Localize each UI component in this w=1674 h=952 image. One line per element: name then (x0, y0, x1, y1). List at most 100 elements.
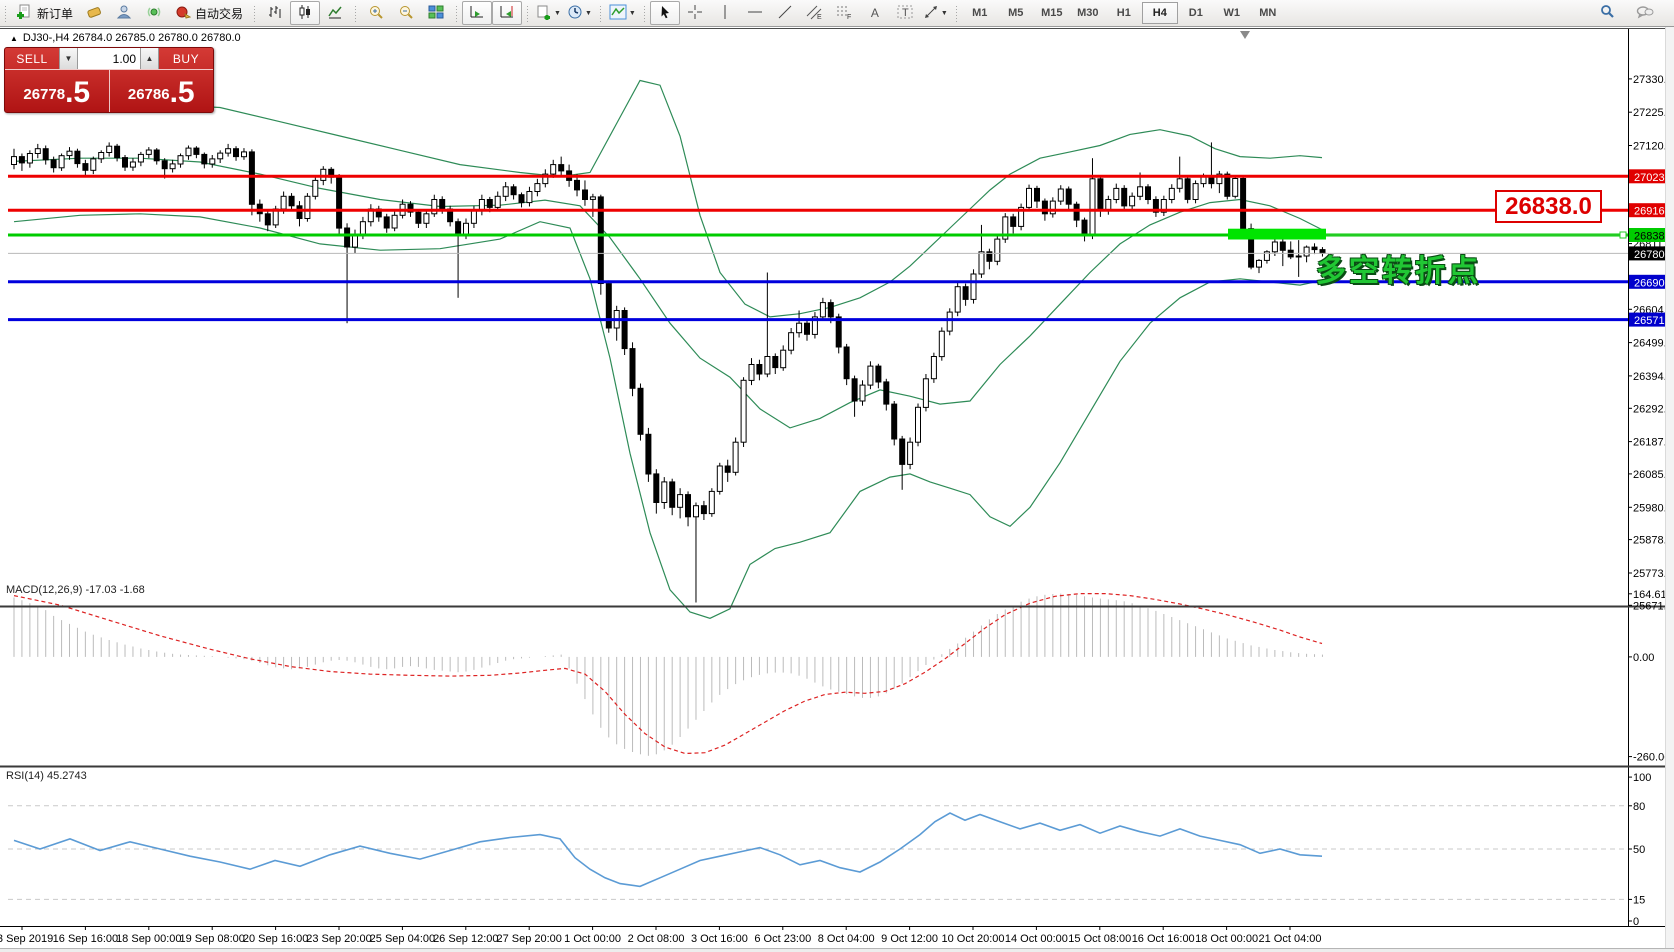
bollinger-lower-band (13, 213, 1323, 619)
fibonacci-tool-button[interactable]: F (830, 1, 860, 25)
time-axis[interactable] (0, 927, 1628, 949)
macd-indicator-label: MACD(12,26,9) -17.03 -1.68 (6, 584, 145, 596)
timeframe-m15-button[interactable]: M15 (1041, 7, 1063, 19)
timeframe-h4-button[interactable]: H4 (1141, 2, 1178, 24)
auto-trading-label: 自动交易 (195, 6, 244, 21)
time-tick-label: 9 Oct 12:00 (881, 933, 938, 945)
collapse-panel-icon[interactable]: ▲ (10, 33, 18, 43)
sell-button[interactable]: SELL (16, 51, 48, 66)
chart-canvas[interactable]: 27330.027225.027120.026811.026604.026499… (0, 27, 1674, 952)
arrows-tool-button[interactable]: ▼ (920, 1, 951, 25)
price-callout-box: 26838.0 (1495, 190, 1602, 223)
zoom-out-button[interactable] (391, 1, 421, 25)
svg-text:E: E (817, 14, 822, 20)
chart-shift-icon (499, 4, 515, 23)
toolbar-grip (641, 4, 647, 22)
svg-text:F: F (847, 14, 851, 20)
chart-title: ▲ DJ30-,H4 26784.0 26785.0 26780.0 26780… (10, 32, 241, 44)
rsi-tick-label: 0 (1633, 916, 1639, 928)
price-badge (1629, 246, 1674, 261)
zoom-out-icon (398, 4, 414, 23)
new-chart-button[interactable]: ▼ (533, 1, 564, 25)
price-tick-label: 27120.0 (1633, 141, 1673, 153)
timeframe-w1-button[interactable]: W1 (1223, 7, 1241, 19)
chat-button[interactable] (1630, 1, 1660, 25)
trendline-tool-button[interactable] (770, 1, 800, 25)
macd-signal-line (13, 592, 1323, 755)
vertical-line-icon (717, 4, 733, 23)
price-tick-label: 25773.0 (1633, 568, 1673, 580)
periods-button[interactable]: ▼ (564, 1, 595, 25)
cursor-icon (657, 4, 673, 23)
time-tick-label: 16 Oct 16:00 (1132, 933, 1195, 945)
svg-text:T: T (902, 7, 909, 19)
crosshair-tool-button[interactable] (680, 1, 710, 25)
timeframe-h1-button[interactable]: H1 (1116, 7, 1131, 19)
bar-chart-button[interactable] (260, 1, 290, 25)
buy-price-button[interactable]: 26786 .5 (110, 70, 214, 112)
text-label-tool-button[interactable]: T (890, 1, 920, 25)
channel-tool-button[interactable]: E (800, 1, 830, 25)
window-edge-strip (1665, 27, 1674, 948)
timeframe-m5-button[interactable]: M5 (1008, 7, 1024, 19)
new-order-button[interactable]: 新订单 (11, 1, 79, 25)
highlight-zone (1228, 228, 1326, 240)
eraser-button[interactable] (79, 1, 109, 25)
channel-icon: E (806, 4, 823, 23)
zoom-in-icon (368, 4, 384, 23)
horizontal-line-icon (747, 4, 763, 23)
buy-button[interactable]: BUY (172, 51, 200, 66)
chart-shift-button[interactable] (492, 1, 523, 25)
time-tick-label: 27 Sep 20:00 (496, 933, 561, 945)
symbol-ohlc-text: DJ30-,H4 26784.0 26785.0 26780.0 26780.0 (22, 32, 241, 44)
timeframe-mn-button[interactable]: MN (1259, 7, 1277, 19)
rsi-tick-label: 80 (1633, 801, 1645, 813)
toolbar-grip (454, 4, 460, 22)
time-tick-label: 6 Oct 23:00 (754, 933, 811, 945)
line-chart-button[interactable] (320, 1, 350, 25)
time-tick-label: 20 Sep 16:00 (243, 933, 308, 945)
tile-windows-button[interactable] (421, 1, 451, 25)
bollinger-upper-band (13, 79, 1323, 318)
cursor-tool-button[interactable] (649, 1, 680, 25)
sell-price-button[interactable]: 26778 .5 (5, 70, 110, 112)
auto-trading-button[interactable]: 自动交易 (169, 1, 249, 25)
chevron-down-icon: ▼ (940, 9, 948, 17)
auto-scroll-button[interactable] (462, 1, 493, 25)
chat-icon (1636, 4, 1654, 23)
time-tick-label: 8 Oct 04:00 (818, 933, 875, 945)
search-button[interactable] (1592, 1, 1622, 25)
auto-scroll-icon (469, 4, 485, 23)
time-tick-label: 13 Sep 2019 (0, 933, 53, 945)
profile-button[interactable] (109, 1, 139, 25)
candlestick-chart-button[interactable] (290, 1, 321, 25)
chevron-down-icon: ▼ (628, 9, 636, 17)
toolbar-grip (3, 4, 8, 22)
rsi-tick-label: 15 (1633, 894, 1645, 906)
horizontal-line-tool-button[interactable] (740, 1, 770, 25)
callout-marker (1619, 231, 1627, 239)
signal-icon (146, 4, 162, 23)
crosshair-icon (687, 4, 703, 23)
timeframe-m30-button[interactable]: M30 (1077, 7, 1099, 19)
eraser-icon (86, 4, 102, 23)
volume-input[interactable] (78, 48, 140, 69)
time-tick-label: 25 Sep 04:00 (370, 933, 435, 945)
signal-button[interactable] (139, 1, 169, 25)
time-tick-label: 18 Sep 00:00 (116, 933, 181, 945)
indicators-icon (609, 4, 627, 23)
price-badge-label: 26571.4 (1634, 315, 1674, 327)
volume-increase-button[interactable]: ▲ (140, 48, 159, 69)
timeframe-m1-button[interactable]: M1 (972, 7, 988, 19)
price-badge-label: 27023.0 (1634, 172, 1674, 184)
toolbar-grip (252, 4, 258, 22)
time-tick-label: 21 Oct 04:00 (1259, 933, 1322, 945)
indicators-button[interactable]: ▼ (606, 1, 639, 25)
text-tool-button[interactable]: A (860, 1, 890, 25)
price-badge (1629, 312, 1674, 327)
volume-decrease-button[interactable]: ▼ (59, 48, 78, 69)
vertical-line-tool-button[interactable] (710, 1, 740, 25)
price-badge-label: 26838.0 (1634, 231, 1674, 243)
timeframe-d1-button[interactable]: D1 (1188, 7, 1203, 19)
zoom-in-button[interactable] (361, 1, 391, 25)
